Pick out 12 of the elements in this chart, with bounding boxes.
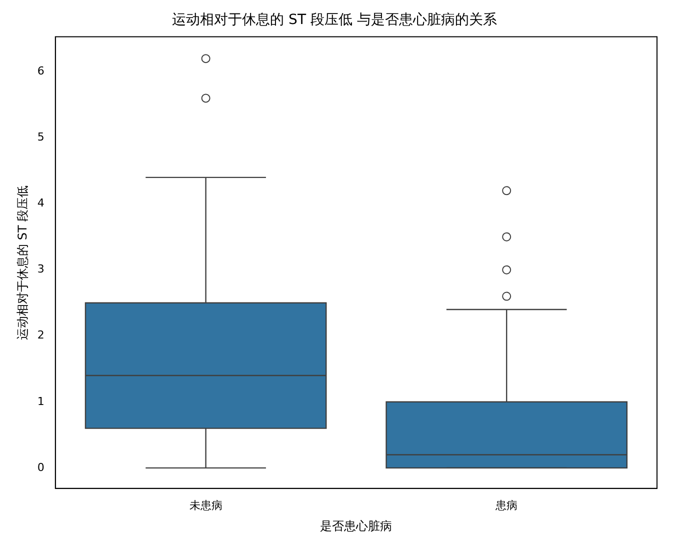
x-tick-label: 患病 <box>494 498 518 512</box>
x-axis-title: 是否患心脏病 <box>320 518 392 533</box>
x-tick-label: 未患病 <box>189 498 222 512</box>
y-tick-label: 5 <box>37 130 44 144</box>
y-tick-label: 6 <box>37 64 44 78</box>
y-tick-label: 4 <box>37 196 44 210</box>
y-tick-label: 1 <box>37 394 44 408</box>
chart-title: 运动相对于休息的 ST 段压低 与是否患心脏病的关系 <box>172 12 497 28</box>
y-tick-label: 0 <box>37 460 44 474</box>
y-axis-title: 运动相对于休息的 ST 段压低 <box>15 185 30 340</box>
y-tick-label: 2 <box>37 328 44 342</box>
y-tick-label: 3 <box>37 262 44 276</box>
